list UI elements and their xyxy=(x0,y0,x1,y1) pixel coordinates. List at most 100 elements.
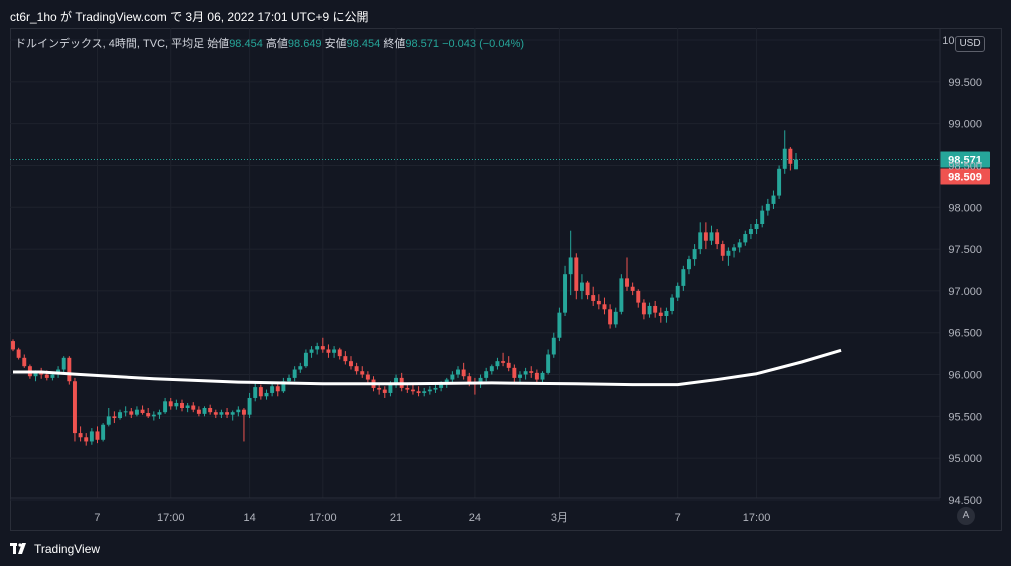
candle-body xyxy=(737,242,742,248)
price-tick-label: 98.500 xyxy=(948,160,982,172)
candle-body xyxy=(213,412,218,415)
candle xyxy=(765,198,770,216)
candle xyxy=(760,205,765,228)
footer-brand[interactable]: TradingView xyxy=(10,540,100,558)
candle-body xyxy=(118,412,123,419)
legend-change: −0.043 (−0.04%) xyxy=(442,38,525,50)
candle-body xyxy=(653,305,658,313)
candle xyxy=(574,253,579,300)
currency-badge[interactable]: USD xyxy=(955,36,985,52)
candle xyxy=(540,371,545,383)
candle xyxy=(213,409,218,419)
candle-body xyxy=(44,374,49,378)
candle xyxy=(608,304,613,329)
candle xyxy=(484,367,489,382)
candle xyxy=(743,230,748,246)
candle xyxy=(354,362,359,375)
candle xyxy=(557,307,562,342)
candle-body xyxy=(168,401,173,407)
candle-body xyxy=(771,195,776,204)
time-tick-label: 7 xyxy=(94,512,100,524)
candle xyxy=(174,399,179,410)
candle xyxy=(134,406,139,417)
candle-body xyxy=(765,203,770,211)
candle-body xyxy=(794,159,798,170)
auto-scale-button[interactable]: A xyxy=(957,507,975,525)
candle xyxy=(11,339,15,352)
candle xyxy=(585,280,590,300)
candle-body xyxy=(106,416,111,425)
candle-body xyxy=(692,249,697,260)
time-tick-label: 7 xyxy=(675,512,681,524)
candle xyxy=(163,397,168,414)
candle-body xyxy=(95,431,100,440)
candle-body xyxy=(174,402,179,407)
candle xyxy=(681,265,686,291)
candle-body xyxy=(686,259,691,270)
candle-body xyxy=(743,234,748,243)
time-tick-label: 3月 xyxy=(551,512,568,524)
candle xyxy=(298,362,303,373)
candle xyxy=(78,426,83,442)
price-tick-label: 99.500 xyxy=(948,77,982,89)
candle-body xyxy=(61,357,66,370)
chart-grid xyxy=(10,28,940,501)
candle-body xyxy=(506,362,511,368)
second-price-label: 98.509 xyxy=(940,168,990,185)
candle xyxy=(664,307,669,323)
candle xyxy=(692,244,697,266)
candle-body xyxy=(585,282,590,296)
last-price-line: 98.571 98.509 xyxy=(10,151,990,185)
candle xyxy=(337,347,342,360)
candle xyxy=(349,356,353,370)
legend-high-value: 98.649 xyxy=(287,38,322,50)
time-tick-label: 14 xyxy=(243,512,255,524)
candle-body xyxy=(619,278,624,312)
candle-body xyxy=(191,405,196,410)
candle-body xyxy=(478,377,483,385)
candle xyxy=(241,408,246,442)
candle-body xyxy=(422,391,427,393)
candle-body xyxy=(563,274,568,313)
candle xyxy=(653,300,658,318)
candle-body xyxy=(123,411,128,413)
price-axis: 100.00099.50099.00098.50098.00097.50097.… xyxy=(939,28,982,507)
candle-body xyxy=(219,412,224,415)
candle xyxy=(630,282,635,296)
candle xyxy=(698,222,703,255)
candle-body xyxy=(489,366,494,372)
candle xyxy=(641,299,646,320)
candle-body xyxy=(377,387,382,390)
candle xyxy=(382,386,387,398)
candle-body xyxy=(151,414,156,417)
candle-body xyxy=(337,349,342,357)
candle-body xyxy=(760,210,765,224)
candle xyxy=(501,352,506,367)
candle-body xyxy=(258,387,263,397)
candle-body xyxy=(315,346,320,350)
price-tick-label: 99.000 xyxy=(948,119,982,131)
candle-body xyxy=(202,408,207,414)
legend-open-value: 98.454 xyxy=(229,38,263,50)
candle xyxy=(506,356,511,372)
candlestick-series xyxy=(11,130,798,446)
candle xyxy=(332,346,337,358)
candle xyxy=(782,130,787,174)
candle-body xyxy=(146,413,151,417)
candle-body xyxy=(670,297,675,311)
candle-body xyxy=(405,387,410,390)
candle-body xyxy=(185,405,190,408)
candle-body xyxy=(382,389,387,393)
candle xyxy=(670,294,675,315)
candle-body xyxy=(39,372,44,375)
candle xyxy=(568,230,573,296)
candle xyxy=(647,302,652,318)
candle-body xyxy=(523,371,528,375)
candle xyxy=(309,346,314,358)
candle-body xyxy=(112,416,117,419)
time-tick-label: 17:00 xyxy=(309,512,337,524)
candle xyxy=(658,307,663,323)
candle-body xyxy=(365,374,370,380)
candle xyxy=(619,274,624,315)
